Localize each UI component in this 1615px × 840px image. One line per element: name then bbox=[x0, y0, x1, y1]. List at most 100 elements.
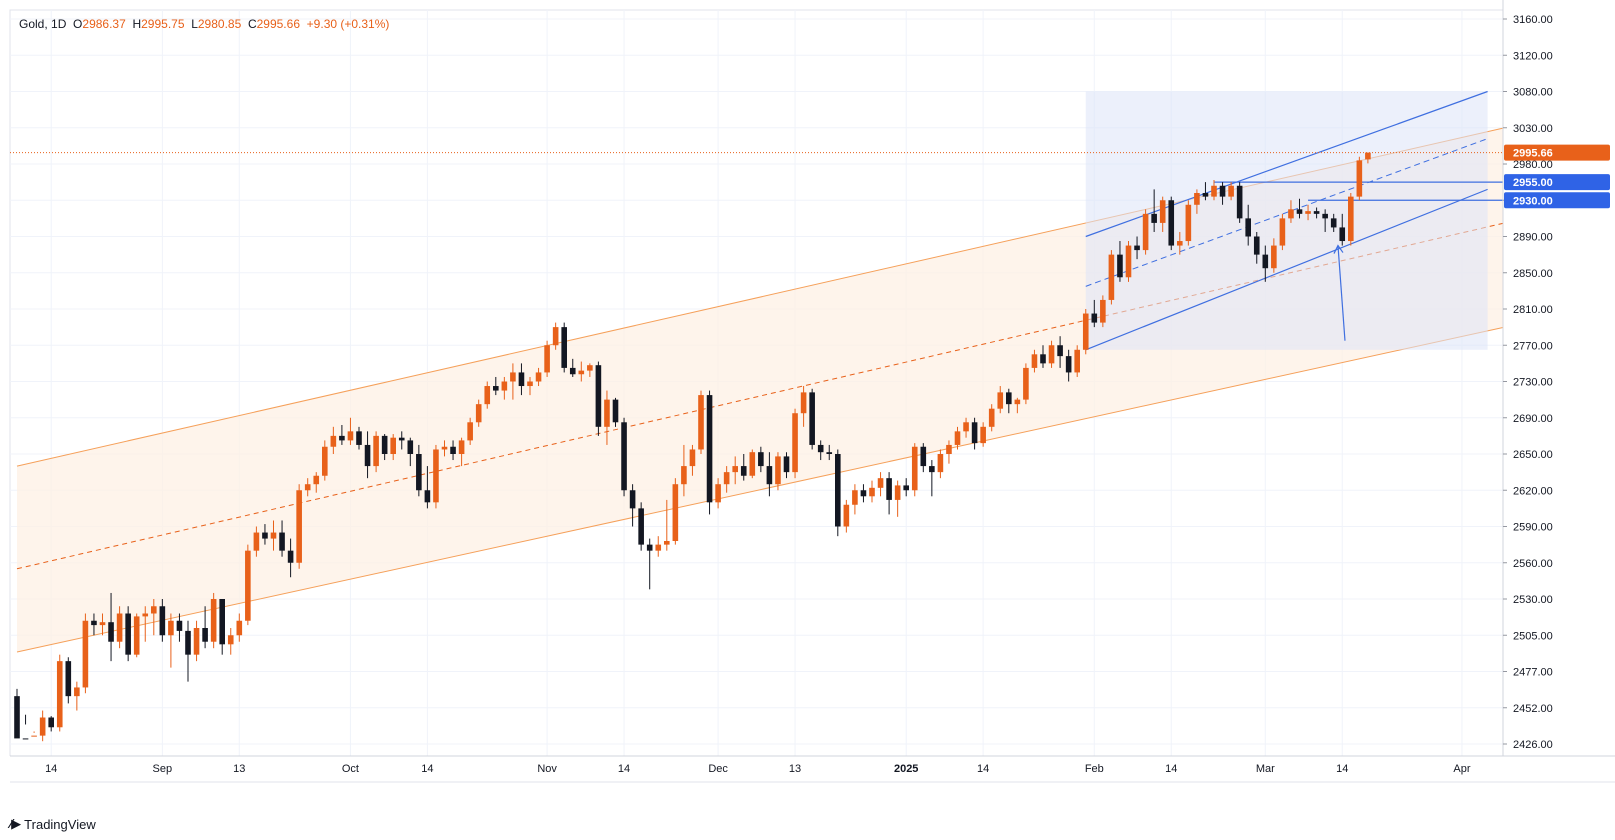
candle-body bbox=[852, 490, 858, 505]
candle-body bbox=[920, 446, 927, 467]
candle-body bbox=[740, 466, 747, 476]
candle-body bbox=[65, 661, 72, 697]
candle-body bbox=[561, 327, 567, 368]
candle-body bbox=[946, 444, 952, 454]
candle-body bbox=[142, 613, 149, 617]
candle-body bbox=[1288, 209, 1294, 219]
candle-body bbox=[458, 440, 465, 454]
candle-body bbox=[1219, 185, 1226, 197]
open-value: 2986.37 bbox=[82, 17, 126, 31]
candle-body bbox=[800, 392, 807, 414]
candle-body bbox=[168, 620, 174, 636]
candle-body bbox=[450, 446, 456, 454]
time-tick-label: 14 bbox=[1165, 763, 1177, 775]
price-tag-label: 2995.66 bbox=[1513, 148, 1553, 160]
low-value: 2980.85 bbox=[197, 17, 242, 31]
candle-body bbox=[1305, 211, 1311, 214]
candle-body bbox=[151, 606, 157, 614]
candle-body bbox=[236, 620, 243, 636]
time-tick-label: 14 bbox=[45, 763, 57, 775]
time-tick-label: 14 bbox=[618, 763, 630, 775]
price-tick-label: 2620.00 bbox=[1513, 485, 1553, 497]
candle-body bbox=[552, 327, 559, 346]
candle-body bbox=[655, 544, 662, 551]
candle-body bbox=[621, 422, 627, 491]
candle-body bbox=[304, 484, 311, 491]
candle-body bbox=[1040, 354, 1046, 364]
candle-body bbox=[441, 446, 448, 450]
candle-body bbox=[91, 620, 97, 626]
candle-body bbox=[185, 630, 191, 655]
candle-body bbox=[809, 392, 815, 445]
candle-body bbox=[1330, 218, 1337, 228]
candle-body bbox=[1159, 200, 1166, 223]
time-tick-label: 2025 bbox=[894, 763, 918, 775]
time-axis-bg bbox=[0, 756, 1503, 782]
price-tick-label: 2890.00 bbox=[1513, 232, 1553, 244]
candle-body bbox=[1048, 345, 1055, 364]
candle-body bbox=[1031, 354, 1038, 368]
brand-name: TradingView bbox=[24, 816, 96, 832]
candle-body bbox=[569, 367, 576, 375]
price-tag-label: 2955.00 bbox=[1513, 177, 1553, 189]
price-tag-label: 2930.00 bbox=[1513, 195, 1553, 207]
candle-body bbox=[424, 490, 431, 503]
candle-body bbox=[176, 620, 183, 631]
candle-body bbox=[347, 431, 354, 441]
candle-body bbox=[775, 456, 781, 485]
candle-body bbox=[510, 372, 516, 382]
time-tick-label: Sep bbox=[153, 763, 173, 775]
close-label: C bbox=[247, 17, 257, 31]
candle-body bbox=[1057, 345, 1063, 357]
candle-body bbox=[227, 635, 234, 645]
candle-body bbox=[339, 435, 345, 441]
candle-body bbox=[14, 696, 20, 739]
candle-body bbox=[1185, 204, 1192, 242]
arrow-head-icon bbox=[1333, 244, 1344, 254]
candle-body bbox=[706, 395, 713, 503]
candle-body bbox=[1296, 209, 1303, 214]
candle-body bbox=[937, 454, 944, 473]
tradingview-brand[interactable]: ⁄▶ TradingView bbox=[10, 816, 96, 832]
candle-body bbox=[364, 444, 371, 467]
candle-body bbox=[296, 490, 302, 563]
candle-body bbox=[544, 345, 550, 373]
price-tick-label: 2560.00 bbox=[1513, 558, 1553, 570]
candle-body bbox=[629, 490, 636, 509]
symbol-name[interactable]: Gold bbox=[19, 17, 45, 31]
candle-body bbox=[1108, 254, 1115, 300]
blue-channel-lower bbox=[1085, 188, 1488, 351]
candle-body bbox=[911, 446, 918, 491]
candle-body bbox=[1142, 213, 1149, 251]
candle-body bbox=[1125, 245, 1132, 278]
candle-body bbox=[270, 532, 277, 539]
candle-body bbox=[398, 437, 405, 441]
candle-body bbox=[792, 413, 798, 473]
annotations bbox=[1333, 244, 1346, 341]
candle-body bbox=[988, 408, 995, 427]
time-tick-label: Mar bbox=[1256, 763, 1275, 775]
candle-body bbox=[578, 370, 585, 375]
candle-body bbox=[698, 395, 704, 450]
candle-body bbox=[330, 435, 337, 447]
candle-body bbox=[407, 440, 414, 454]
candle-body bbox=[1074, 349, 1080, 373]
candle-body bbox=[587, 365, 593, 371]
candle-body bbox=[869, 487, 875, 497]
candle-body bbox=[125, 613, 131, 655]
candle-body bbox=[672, 484, 679, 541]
candle-body bbox=[210, 599, 217, 642]
candle-body bbox=[1023, 367, 1029, 400]
candle-body bbox=[1202, 193, 1209, 197]
candle-body bbox=[1236, 185, 1243, 219]
price-tick-label: 2452.00 bbox=[1513, 703, 1553, 715]
price-tick-label: 2426.00 bbox=[1513, 739, 1553, 751]
candle-body bbox=[604, 399, 610, 427]
candle-body bbox=[723, 472, 730, 485]
interval-label[interactable]: 1D bbox=[51, 17, 67, 31]
last-price-tag bbox=[1504, 144, 1610, 161]
channel-drawings bbox=[10, 90, 1505, 653]
candle-body bbox=[245, 550, 251, 621]
candle-body bbox=[1082, 313, 1089, 350]
